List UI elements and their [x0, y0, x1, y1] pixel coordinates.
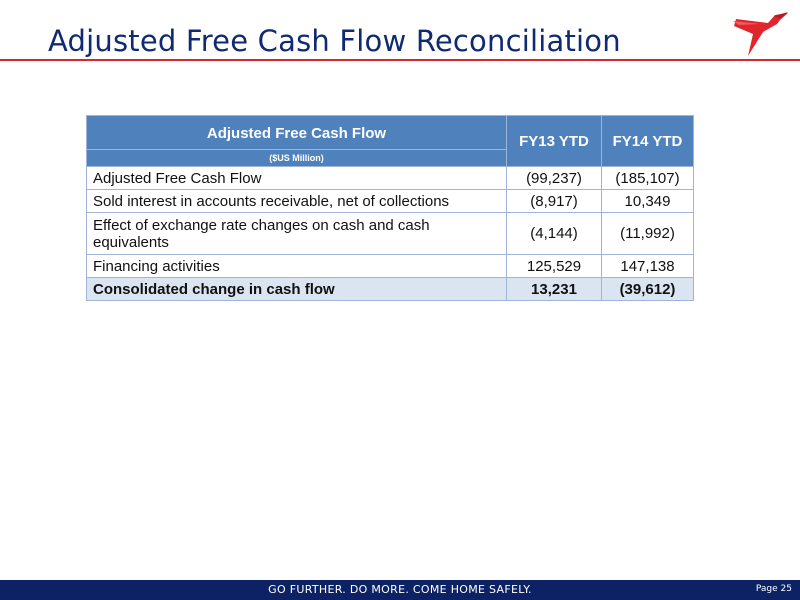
row-label: Effect of exchange rate changes on cash …: [86, 212, 507, 255]
row-label: Sold interest in accounts receivable, ne…: [86, 189, 507, 213]
slide-title: Adjusted Free Cash Flow Reconciliation: [48, 24, 621, 58]
title-divider: [0, 59, 800, 61]
fy13-value: (8,917): [506, 189, 602, 213]
hummingbird-logo-icon: [733, 12, 788, 56]
table-header-title: Adjusted Free Cash Flow: [86, 115, 507, 150]
fy13-value: 125,529: [506, 254, 602, 278]
total-fy14-value: (39,612): [601, 277, 694, 301]
fy13-value: (99,237): [506, 166, 602, 190]
total-fy13-value: 13,231: [506, 277, 602, 301]
table-row: Sold interest in accounts receivable, ne…: [86, 189, 694, 213]
table-row: Financing activities 125,529 147,138: [86, 254, 694, 278]
row-label: Adjusted Free Cash Flow: [86, 166, 507, 190]
fy14-value: (185,107): [601, 166, 694, 190]
fy14-value: (11,992): [601, 212, 694, 255]
footer-bar: GO FURTHER. DO MORE. COME HOME SAFELY. P…: [0, 580, 800, 600]
fy14-value: 147,138: [601, 254, 694, 278]
table-row: Effect of exchange rate changes on cash …: [86, 212, 694, 255]
cash-flow-table: Adjusted Free Cash Flow FY13 YTD FY14 YT…: [86, 115, 694, 301]
table-row: Adjusted Free Cash Flow (99,237) (185,10…: [86, 166, 694, 190]
row-label: Financing activities: [86, 254, 507, 278]
table-header-units: ($US Million): [86, 149, 507, 167]
total-label: Consolidated change in cash flow: [86, 277, 507, 301]
total-row: Consolidated change in cash flow 13,231 …: [86, 277, 694, 301]
footer-slogan: GO FURTHER. DO MORE. COME HOME SAFELY.: [268, 583, 532, 596]
page-number: Page 25: [755, 584, 792, 594]
fy13-value: (4,144): [506, 212, 602, 255]
column-header-fy14: FY14 YTD: [601, 115, 694, 167]
column-header-fy13: FY13 YTD: [506, 115, 602, 167]
fy14-value: 10,349: [601, 189, 694, 213]
